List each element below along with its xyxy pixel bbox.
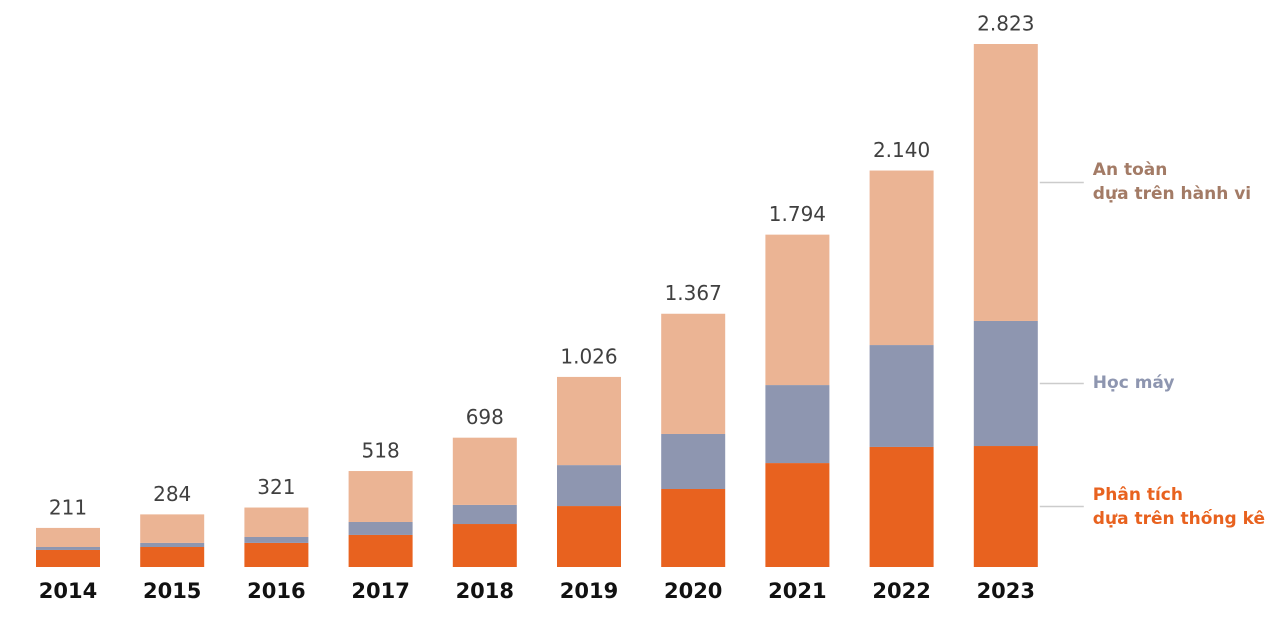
bar-segment — [869, 446, 934, 567]
bar-segment — [557, 465, 621, 507]
bar-segment — [973, 446, 1038, 567]
legend-label: An toàn dựa trên hành vi — [1092, 160, 1252, 205]
bar-segment — [348, 471, 413, 522]
bar-segment — [765, 463, 830, 567]
total-label: 1.367 — [665, 281, 722, 305]
bar-segment — [973, 320, 1038, 447]
bar-segment — [452, 437, 517, 505]
total-label: 211 — [49, 495, 87, 519]
bar-segment — [348, 534, 413, 567]
bar-segment — [869, 170, 934, 346]
legend-label: Phân tích dựa trên thống kê — [1092, 484, 1265, 529]
x-tick-label: 2017 — [351, 579, 409, 603]
legend-label: Học máy — [1092, 373, 1175, 394]
bar-segment — [36, 527, 100, 547]
bar-segment — [557, 506, 621, 567]
bar-segment — [661, 313, 726, 434]
bar-segment — [661, 433, 726, 490]
bar-segment — [973, 44, 1038, 321]
bar-segment — [244, 536, 309, 543]
x-tick-label: 2021 — [768, 579, 826, 603]
bar-segment — [869, 345, 934, 447]
bar-segment — [557, 376, 621, 466]
bar-segment — [36, 549, 100, 567]
total-label: 698 — [466, 405, 504, 429]
x-tick-label: 2015 — [143, 579, 201, 603]
bar-segment — [140, 514, 205, 543]
x-tick-label: 2023 — [977, 579, 1035, 603]
x-tick-label: 2016 — [247, 579, 305, 603]
bar-segment — [765, 234, 830, 386]
bar-segment — [244, 542, 309, 567]
total-label: 518 — [362, 439, 400, 463]
total-label: 1.794 — [769, 202, 826, 226]
x-tick-label: 2019 — [560, 579, 618, 603]
x-tick-label: 2014 — [39, 579, 97, 603]
bar-segment — [36, 546, 100, 550]
bar-segment — [452, 504, 517, 525]
total-label: 2.823 — [977, 12, 1034, 36]
bar-segment — [765, 385, 830, 464]
bar-segment — [452, 524, 517, 567]
bar-segment — [348, 521, 413, 535]
bar-segment — [244, 507, 309, 537]
x-tick-label: 2022 — [872, 579, 930, 603]
bar-segment — [661, 489, 726, 567]
bar-segment — [140, 542, 205, 547]
x-tick-label: 2020 — [664, 579, 722, 603]
bar-segment — [140, 546, 205, 567]
x-tick-label: 2018 — [456, 579, 514, 603]
total-label: 321 — [257, 475, 295, 499]
total-label: 284 — [153, 482, 191, 506]
total-label: 1.026 — [560, 344, 617, 368]
total-label: 2.140 — [873, 138, 930, 162]
